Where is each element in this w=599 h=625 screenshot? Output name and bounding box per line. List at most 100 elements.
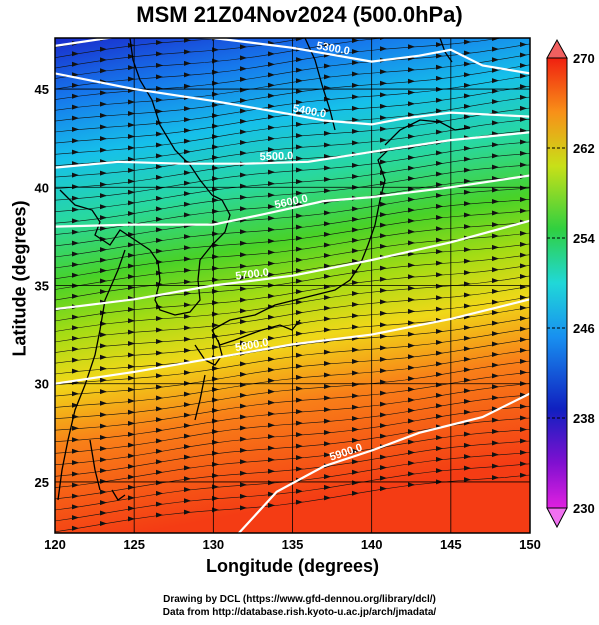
wind-arrow (520, 315, 527, 321)
streamline (55, 394, 530, 454)
y-tick-label: 35 (35, 279, 49, 294)
wind-arrow (380, 92, 387, 98)
wind-arrow (268, 125, 275, 131)
wind-arrow (72, 184, 79, 190)
wind-arrow (72, 93, 79, 99)
wind-arrow (296, 57, 303, 63)
wind-arrow (72, 82, 79, 88)
wind-arrow (324, 210, 331, 216)
wind-arrow (296, 213, 303, 219)
wind-arrow (296, 352, 303, 358)
wind-arrow (324, 242, 331, 248)
wind-arrow (184, 106, 191, 112)
wind-arrow (408, 197, 415, 203)
wind-arrow (352, 237, 359, 243)
wind-arrow (520, 10, 527, 15)
wind-arrow (352, 6, 359, 11)
x-tick-label: 135 (282, 537, 304, 552)
wind-arrow (436, 403, 443, 409)
wind-arrow (184, 348, 191, 354)
wind-arrow (492, 440, 499, 446)
wind-arrow (380, 287, 387, 293)
wind-arrow (492, 67, 499, 73)
wind-arrow (436, 150, 443, 156)
wind-arrow (212, 155, 219, 161)
wind-arrow (492, 299, 499, 305)
wind-arrow (492, 406, 499, 412)
wind-arrow (212, 484, 219, 490)
wind-arrow (296, 397, 303, 403)
wind-arrow (72, 115, 79, 121)
wind-arrow (492, 164, 499, 170)
wind-arrow (156, 339, 163, 345)
wind-arrow (380, 103, 387, 109)
wind-arrow (408, 251, 415, 257)
geopotential-contours: 5300.05400.05500.05600.05700.05800.05900… (55, 38, 530, 533)
streamline (55, 187, 530, 247)
wind-arrow (184, 212, 191, 218)
wind-arrow (436, 182, 443, 188)
credit-drawing: Drawing by DCL (https://www.gfd-dennou.o… (163, 594, 436, 605)
wind-arrow (268, 19, 275, 24)
wind-arrow (408, 186, 415, 192)
contour-label: 5500.0 (259, 150, 293, 163)
wind-arrow (380, 345, 387, 351)
wind-arrow (212, 322, 219, 328)
wind-arrow (212, 113, 219, 119)
streamline (55, 286, 530, 343)
wind-arrow (380, 212, 387, 218)
wind-arrow (380, 126, 387, 132)
wind-arrow (296, 15, 303, 20)
wind-arrow (380, 233, 387, 239)
wind-arrow (324, 305, 331, 311)
wind-arrow (156, 417, 163, 423)
wind-arrow (520, 294, 527, 300)
wind-arrow (100, 389, 107, 395)
wind-arrow (380, 159, 387, 165)
wind-arrow (240, 436, 247, 442)
wind-arrow (212, 186, 219, 192)
wind-arrow (268, 502, 275, 508)
wind-arrow (296, 179, 303, 185)
wind-arrow (72, 293, 79, 299)
x-tick-labels: 120 125 130 135 140 145 150 (44, 537, 541, 552)
wind-arrow (436, 64, 443, 70)
wind-arrow (520, 185, 527, 191)
x-tick-label: 130 (202, 537, 224, 552)
wind-arrow (436, 19, 443, 24)
wind-arrow (380, 201, 387, 207)
contour-line (55, 38, 530, 75)
wind-arrow (408, 0, 415, 3)
wind-arrow (380, 433, 387, 439)
wind-arrow (240, 340, 247, 346)
wind-arrow (212, 439, 219, 445)
wind-arrow (436, 456, 443, 462)
wind-arrow (240, 447, 247, 453)
wind-arrow (408, 297, 415, 303)
wind-arrow (296, 144, 303, 150)
wind-arrow (408, 418, 415, 424)
x-tick-label: 125 (123, 537, 145, 552)
wind-arrow (464, 367, 471, 373)
wind-arrow (324, 361, 331, 367)
wind-arrow (436, 435, 443, 441)
wind-arrow (436, 203, 443, 209)
wind-arrow (436, 226, 443, 232)
wind-arrow (72, 195, 79, 201)
wind-arrow (352, 370, 359, 376)
wind-arrow (296, 488, 303, 494)
wind-arrow (184, 509, 191, 515)
wind-arrow (212, 165, 219, 171)
wind-arrow (156, 490, 163, 496)
wind-arrow (184, 72, 191, 78)
streamline (55, 383, 530, 442)
wind-arrow (268, 272, 275, 278)
streamline (55, 96, 530, 156)
wind-arrow (492, 463, 499, 469)
wind-arrow (128, 284, 135, 290)
wind-arrow (184, 444, 191, 450)
wind-arrow (128, 329, 135, 335)
wind-arrow (492, 452, 499, 458)
streamline (55, 452, 530, 511)
credit-data: Data from http://database.rish.kyoto-u.a… (162, 607, 437, 618)
